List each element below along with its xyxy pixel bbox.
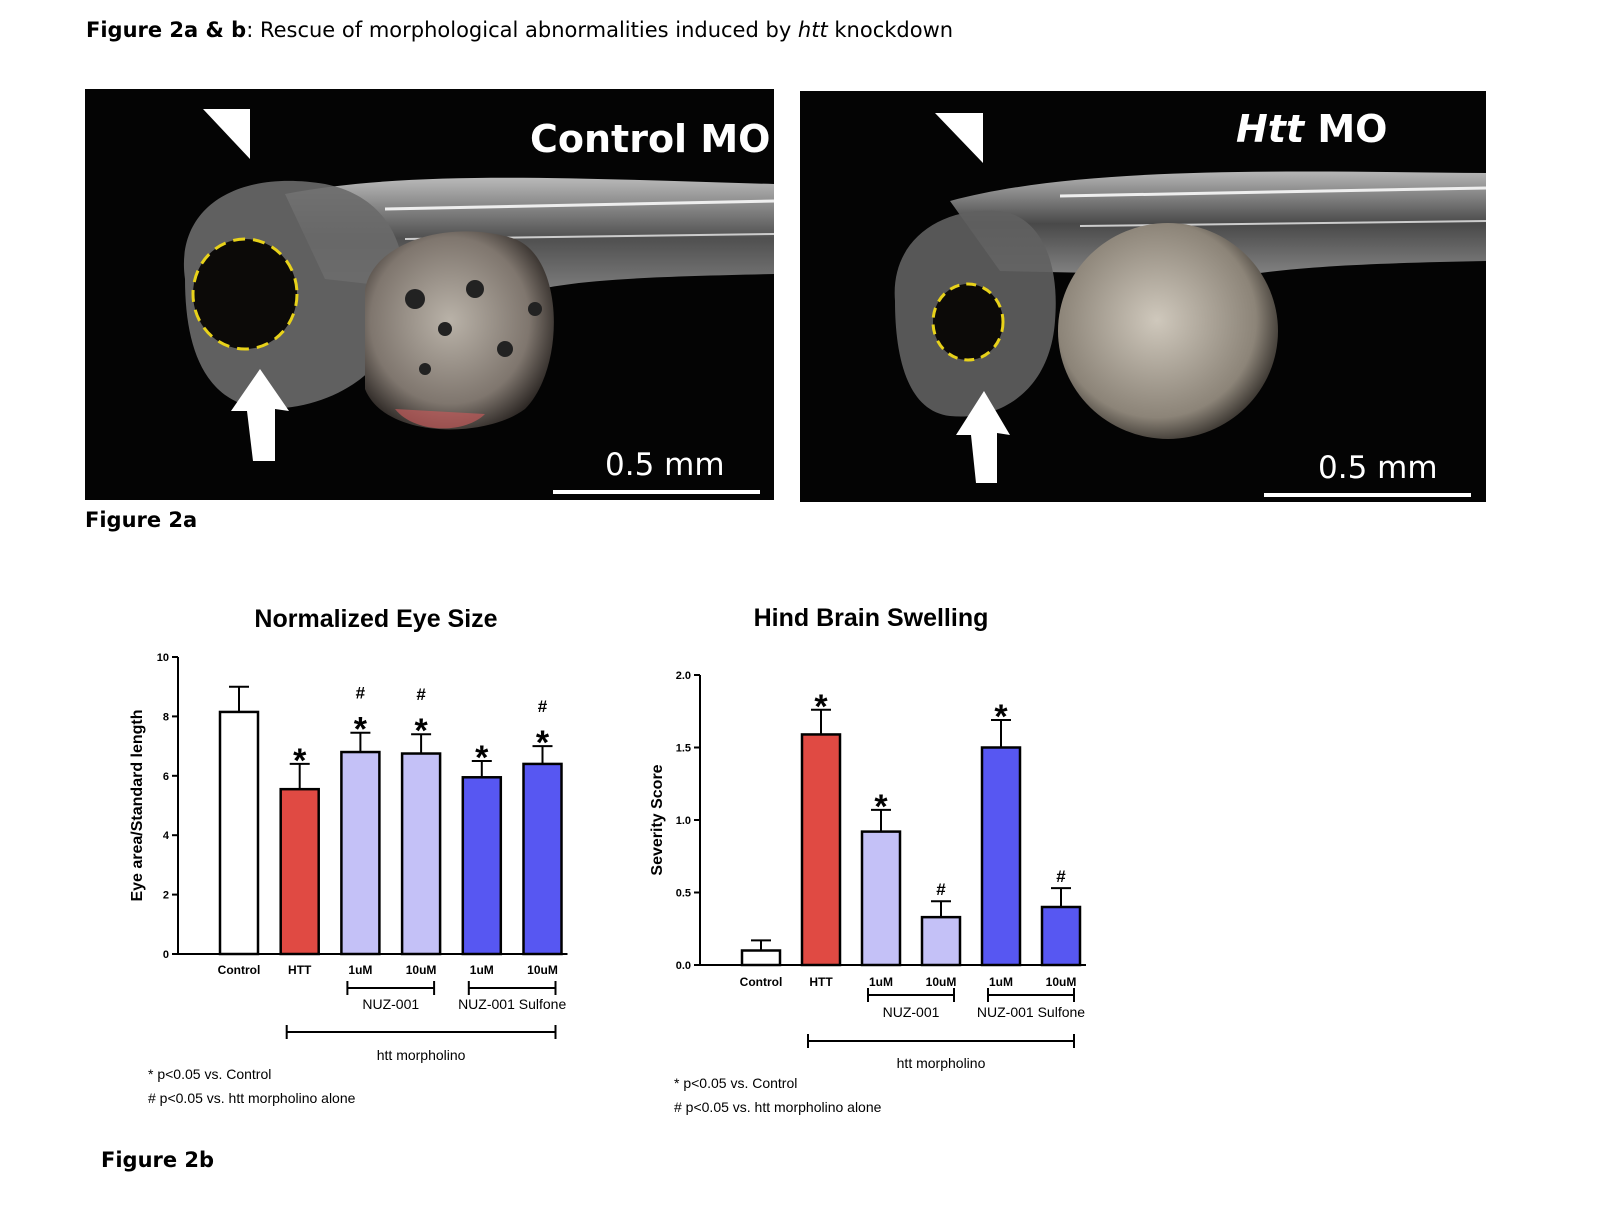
- group-label: NUZ-001: [883, 1004, 940, 1020]
- scale-bar: [553, 490, 760, 494]
- photo-title: Htt MO: [1236, 107, 1388, 151]
- significance-hash: #: [416, 685, 426, 704]
- bar: [218, 710, 260, 956]
- x-tick-label: 10uM: [527, 963, 558, 977]
- x-tick-label: 10uM: [406, 963, 437, 977]
- control-mo-photo: Control MO 0.5 mm: [85, 89, 774, 500]
- caption-italic: htt: [797, 18, 828, 42]
- scale-label: 0.5 mm: [605, 447, 725, 483]
- y-axis-label: Eye area/Standard length: [129, 709, 146, 901]
- y-tick-label: 0.0: [676, 960, 691, 972]
- x-tick-label: Control: [218, 963, 261, 977]
- x-tick-label: HTT: [809, 975, 833, 989]
- significance-star: *: [293, 742, 307, 780]
- zebrafish-larva-illustration: [183, 109, 774, 461]
- x-tick-label: Control: [740, 975, 783, 989]
- x-tick-label: 1uM: [989, 975, 1013, 989]
- group-label: NUZ-001 Sulfone: [458, 996, 566, 1012]
- group-label: NUZ-001: [362, 996, 419, 1012]
- bar: [522, 762, 563, 956]
- htt-mo-photo: Htt MO 0.5 mm: [800, 91, 1486, 502]
- eye-size-chart-svg: Normalized Eye Size Eye area/Standard len…: [129, 605, 568, 1106]
- x-tick-label: 10uM: [1046, 975, 1077, 989]
- significance-hash: #: [538, 697, 548, 716]
- bar: [800, 733, 842, 967]
- x-tick-label: 1uM: [470, 963, 494, 977]
- bar: [920, 915, 962, 967]
- caption-text-2: knockdown: [827, 18, 954, 42]
- significance-star: *: [874, 788, 888, 826]
- y-tick-label: 8: [163, 711, 169, 723]
- y-axis-label: Severity Score: [649, 764, 666, 875]
- bar: [340, 750, 381, 956]
- caption-bold: Figure 2a & b: [86, 18, 247, 42]
- outer-group-label: htt morpholino: [897, 1055, 986, 1071]
- significance-star: *: [475, 739, 489, 777]
- hind-brain-chart: Hind Brain Swelling Severity Score 0.0 0.5 1…: [630, 590, 1110, 1130]
- group-label: NUZ-001 Sulfone: [977, 1004, 1085, 1020]
- figure-2b-label: Figure 2b: [101, 1148, 215, 1172]
- bar: [860, 830, 902, 967]
- bar: [1040, 905, 1082, 967]
- y-tick-label: 2.0: [676, 670, 691, 682]
- control-eye: [193, 239, 297, 349]
- bar: [461, 776, 503, 956]
- x-tick-label: 1uM: [869, 975, 893, 989]
- significance-note: # p<0.05 vs. htt morpholino alone: [674, 1099, 882, 1115]
- hind-brain-chart-svg: Hind Brain Swelling Severity Score 0.0 0.5 1…: [649, 604, 1086, 1115]
- bar: [980, 746, 1022, 967]
- y-tick-label: 0.5: [676, 888, 691, 900]
- significance-note: # p<0.05 vs. htt morpholino alone: [148, 1090, 356, 1106]
- significance-hash: #: [356, 684, 366, 703]
- y-tick-label: 6: [163, 771, 169, 783]
- photo-title: Control MO: [530, 117, 771, 161]
- eye-size-chart: Normalized Eye Size Eye area/Standard len…: [110, 590, 590, 1120]
- outer-group-label: htt morpholino: [377, 1047, 466, 1063]
- arrowhead-icon: [935, 113, 983, 163]
- bar: [400, 752, 442, 956]
- zebrafish-larva-illustration: [894, 113, 1486, 483]
- scale-label: 0.5 mm: [1318, 450, 1438, 486]
- x-tick-label: 10uM: [926, 975, 957, 989]
- arrow-icon: [231, 369, 289, 461]
- y-tick-label: 10: [157, 652, 169, 664]
- significance-star: *: [414, 712, 428, 750]
- figure-caption: Figure 2a & b: Rescue of morphological a…: [86, 18, 953, 42]
- significance-star: *: [814, 688, 828, 726]
- arrowhead-icon: [203, 109, 250, 159]
- chart-title: Normalized Eye Size: [254, 605, 497, 633]
- x-tick-label: 1uM: [348, 963, 372, 977]
- significance-note: * p<0.05 vs. Control: [148, 1066, 271, 1082]
- bar: [279, 787, 320, 956]
- htt-eye: [933, 284, 1003, 360]
- significance-hash: #: [1056, 867, 1066, 886]
- figure-2a-label: Figure 2a: [85, 508, 198, 532]
- significance-star: *: [536, 724, 550, 762]
- arrow-icon: [956, 391, 1010, 483]
- significance-star: *: [994, 698, 1008, 736]
- y-tick-label: 0: [163, 949, 169, 961]
- bar: [740, 949, 782, 967]
- y-tick-label: 1.0: [676, 815, 691, 827]
- chart-title: Hind Brain Swelling: [754, 604, 989, 632]
- significance-note: * p<0.05 vs. Control: [674, 1075, 797, 1091]
- y-tick-label: 2: [163, 890, 169, 902]
- y-tick-label: 4: [163, 830, 170, 842]
- significance-star: *: [354, 711, 368, 749]
- x-tick-label: HTT: [288, 963, 312, 977]
- scale-bar: [1264, 493, 1471, 497]
- y-tick-label: 1.5: [676, 743, 691, 755]
- caption-text-1: : Rescue of morphological abnormalities …: [246, 18, 798, 42]
- significance-hash: #: [936, 880, 946, 899]
